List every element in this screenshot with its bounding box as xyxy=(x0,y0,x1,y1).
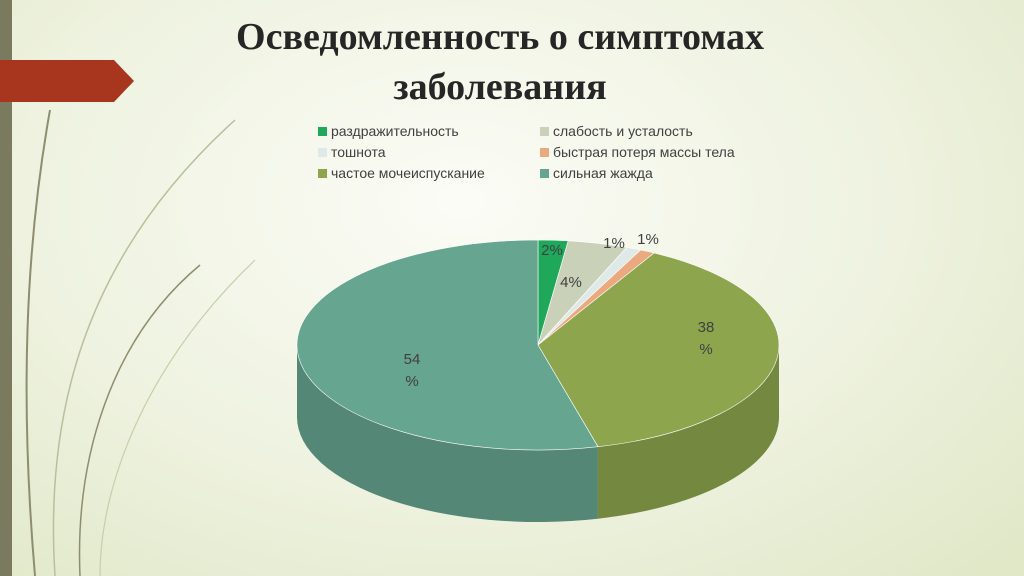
legend-item: быстрая потеря массы тела xyxy=(540,143,788,161)
pie-data-label: 2% xyxy=(541,242,563,259)
legend-swatch xyxy=(540,126,549,136)
legend-item: слабость и усталость xyxy=(540,122,788,140)
legend-label: раздражительность xyxy=(331,123,459,139)
legend-label: тошнота xyxy=(331,144,386,160)
pie-slice-side xyxy=(597,345,779,519)
pie-data-label: 4% xyxy=(560,274,582,291)
pie-slice-side xyxy=(297,345,598,522)
legend-item: раздражительность xyxy=(318,122,540,140)
slide-title: Осведомленность о симптомах заболевания xyxy=(150,12,850,112)
legend-label: частое мочеиспускание xyxy=(331,165,485,181)
legend-swatch xyxy=(540,168,549,178)
chart-legend: раздражительность слабость и усталость тош… xyxy=(318,122,788,182)
legend-swatch xyxy=(540,147,549,157)
legend-label: сильная жажда xyxy=(553,165,653,181)
legend-item: тошнота xyxy=(318,143,540,161)
pie-data-label: 1% xyxy=(603,235,625,252)
pie-data-label: 54% xyxy=(404,351,421,390)
pie-slice xyxy=(296,239,599,451)
legend-swatch xyxy=(318,126,327,136)
title-line-1: Осведомленность о симптомах xyxy=(236,16,764,58)
legend-item: частое мочеиспускание xyxy=(318,164,540,182)
legend-swatch xyxy=(318,168,327,178)
title-line-2: заболевания xyxy=(393,66,607,108)
decorative-curves xyxy=(25,109,256,576)
legend-swatch xyxy=(318,147,327,157)
legend-item: сильная жажда xyxy=(540,164,788,182)
pie-data-label: 38% xyxy=(698,319,715,358)
title-arrow-tab xyxy=(0,60,134,102)
left-accent-bar xyxy=(0,0,12,576)
legend-label: быстрая потеря массы тела xyxy=(553,144,735,160)
pie-slice xyxy=(537,252,780,448)
pie-data-label: 1% xyxy=(637,231,659,248)
legend-label: слабость и усталость xyxy=(553,123,693,139)
